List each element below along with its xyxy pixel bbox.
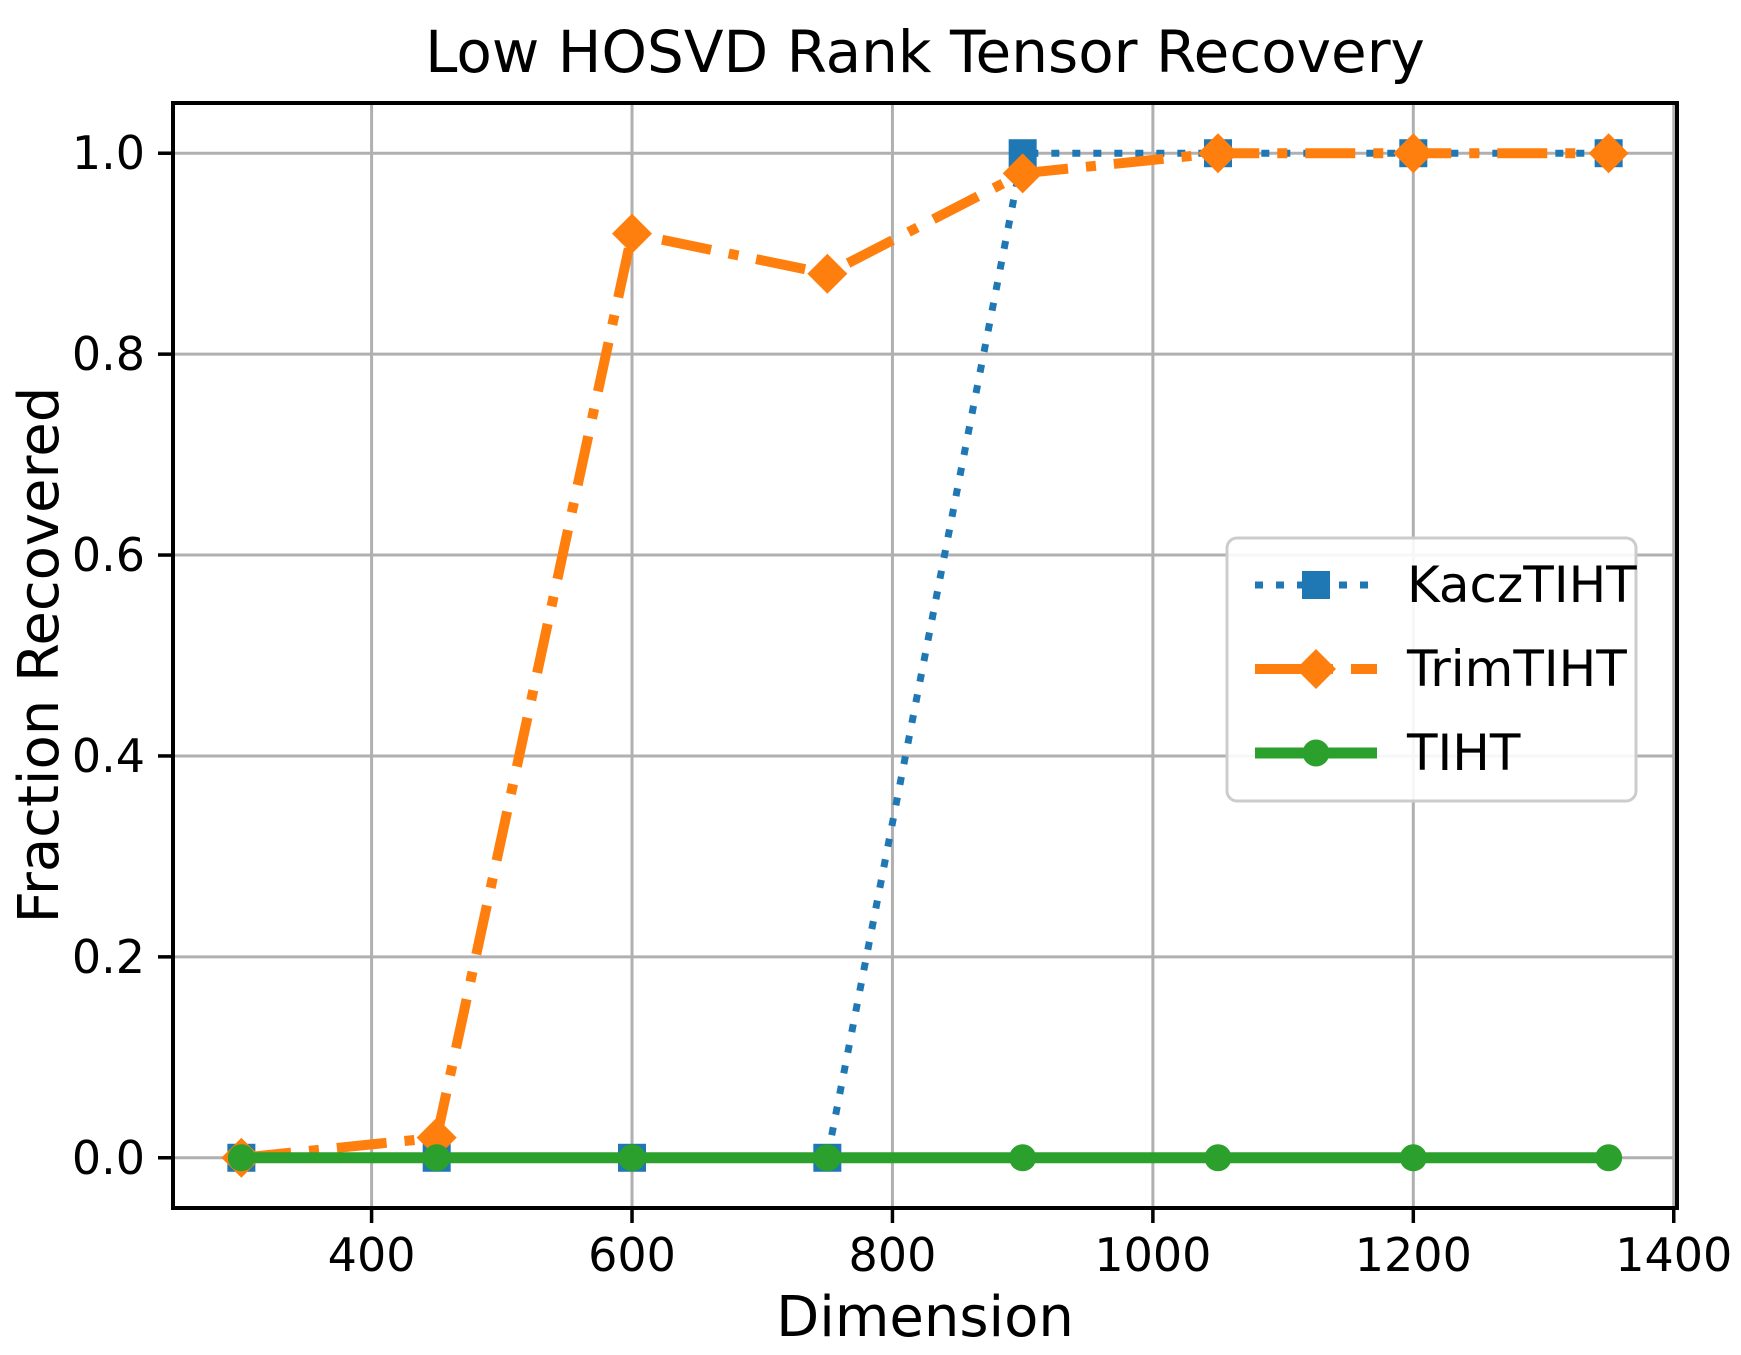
x-tick-label: 600 xyxy=(588,1228,676,1282)
legend-item-tiht: TIHT xyxy=(1255,724,1521,782)
axes-spines xyxy=(171,101,1679,1210)
x-tick-label: 800 xyxy=(849,1228,937,1282)
y-tick-label: 0.6 xyxy=(72,528,145,582)
data-point-trimtiht xyxy=(1002,153,1043,194)
data-point-trimtiht xyxy=(807,253,848,294)
x-tick-label: 1400 xyxy=(1615,1228,1732,1282)
axis-ticks: 400 600 800 1000 1200 1400 0.0 0.2 0.4 0.6 0.8 1.0 xyxy=(72,126,1732,1282)
legend-marker-trimtiht xyxy=(1296,649,1336,689)
plot-border xyxy=(171,101,1679,1210)
legend-label-kacztiht: KaczTIHT xyxy=(1407,556,1637,614)
legend-label-trimtiht: TrimTIHT xyxy=(1406,640,1627,698)
data-point-trimtiht xyxy=(612,213,653,254)
y-tick-label: 0.8 xyxy=(72,327,145,381)
data-point-tiht xyxy=(1399,1144,1427,1172)
y-tick-label: 1.0 xyxy=(72,126,145,180)
x-axis-label: Dimension xyxy=(776,1285,1074,1350)
data-point-tiht xyxy=(1204,1144,1232,1172)
series-line-kacztiht xyxy=(241,149,1609,1162)
x-tick-label: 1000 xyxy=(1094,1228,1211,1282)
legend-marker-tiht xyxy=(1302,739,1330,767)
data-point-tiht xyxy=(1009,1144,1037,1172)
y-tick-label: 0.0 xyxy=(72,1131,145,1185)
data-point-trimtiht xyxy=(1197,133,1238,174)
data-point-trimtiht xyxy=(1588,133,1629,174)
legend: KaczTIHT TrimTIHT TIHT xyxy=(1225,536,1638,803)
data-point-trimtiht xyxy=(416,1117,457,1158)
y-axis-label: Fraction Recovered xyxy=(7,387,72,924)
x-tick-label: 1200 xyxy=(1355,1228,1472,1282)
data-point-trimtiht xyxy=(1393,133,1434,174)
data-point-tiht xyxy=(227,1144,255,1172)
x-tick-label: 400 xyxy=(328,1228,416,1282)
y-tick-label: 0.4 xyxy=(72,729,145,783)
legend-box xyxy=(1225,536,1638,803)
legend-item-kacztiht: KaczTIHT xyxy=(1255,556,1637,614)
chart-title: Low HOSVD Rank Tensor Recovery xyxy=(425,18,1425,86)
data-point-tiht xyxy=(423,1144,451,1172)
data-series xyxy=(221,133,1629,1178)
legend-label-tiht: TIHT xyxy=(1406,724,1521,782)
series-line-trimtiht xyxy=(240,148,1609,1163)
data-point-tiht xyxy=(618,1144,646,1172)
data-point-tiht xyxy=(1595,1144,1623,1172)
data-point-tiht xyxy=(813,1144,841,1172)
y-tick-label: 0.2 xyxy=(72,930,145,984)
legend-item-trimtiht: TrimTIHT xyxy=(1255,640,1627,698)
legend-marker-kacztiht xyxy=(1302,571,1330,599)
